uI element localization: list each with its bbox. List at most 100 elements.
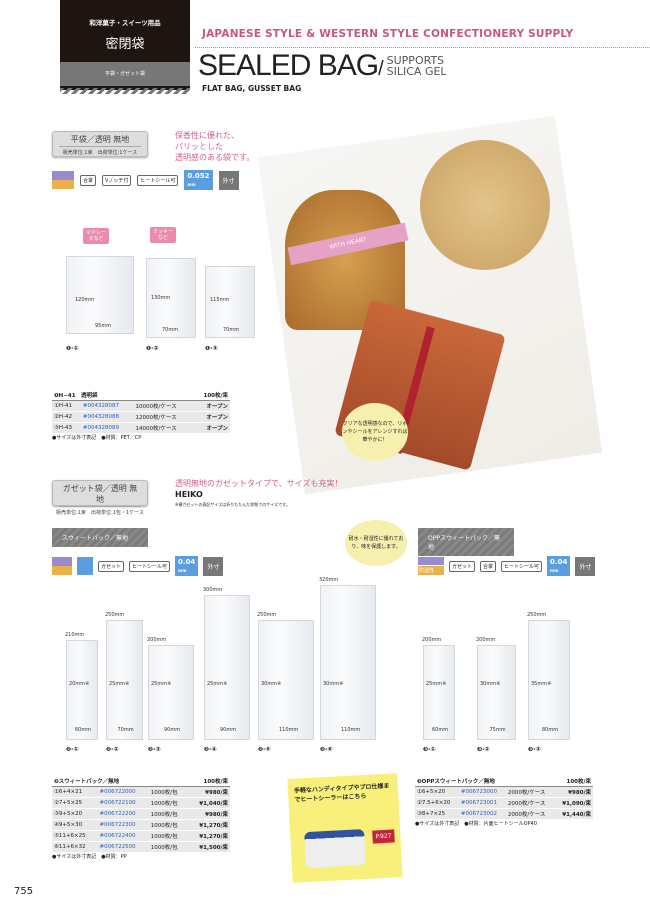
bag-gusset: 35mm※: [531, 681, 552, 687]
table-row: ②7.5+6×20 #006723001 2000枚/ケース ¥1,090/束: [415, 797, 593, 809]
bag-s3-1: 200mm 25mm※ 60mm: [422, 637, 455, 740]
bag-height: 200mm: [422, 637, 442, 643]
table-cell: ¥980/束: [188, 786, 230, 798]
bag-gusset: 25mm※: [207, 681, 228, 687]
heat-seal-icon: ヒートシール可: [137, 174, 179, 186]
bag-height: 300mm: [203, 587, 223, 593]
gusset-icon: ガゼット: [98, 560, 125, 572]
title-row: SEALED BAG/ SUPPORTS SILICA GEL: [198, 51, 447, 84]
water-resist-cloud: 耐水・耐湿性に優れており、味を保護します。: [345, 520, 407, 566]
table-cell: ②7+5×25: [52, 797, 98, 809]
bag-gusset: 25mm※: [426, 681, 447, 687]
gassho-icon: 合掌: [480, 560, 497, 572]
table-cell: ③8+7×25: [415, 808, 459, 820]
page-title: SEALED BAG/: [198, 49, 384, 82]
bag-gusset: 30mm※: [323, 681, 344, 687]
bag-width: 90mm: [220, 727, 237, 733]
thickness-badge: 0.04 mm: [547, 556, 571, 576]
promo-text: 手軽なハンディタイプやプロ仕様までヒートシーラーはこちら: [293, 782, 390, 804]
bag-height: 210mm: [65, 632, 85, 638]
table-row: ③8+7×25 #006723002 2000枚/ケース ¥1,440/束: [415, 808, 593, 820]
table-cell: 1000枚/包: [148, 786, 189, 798]
table-row: ①6+5×20 #006723000 2000枚/ケース ¥980/束: [415, 786, 593, 798]
table-cell: 2000枚/ケース: [505, 786, 555, 798]
table-cell: #006722500: [97, 841, 149, 853]
table-cell: ¥980/束: [188, 808, 230, 820]
bag-height: 200mm: [476, 637, 496, 643]
table-row: ②H-42 #004328088 12000枚/ケース オープン: [52, 411, 230, 423]
moisture-proof-icon: 防湿性: [418, 557, 444, 575]
table-cell: オープン: [192, 400, 230, 412]
bag-width: 70mm: [117, 727, 134, 733]
table-row: ①H-41 #004328087 10000枚/ケース オープン: [52, 400, 230, 412]
table-cell: ¥980/束: [554, 786, 593, 798]
v-notch-icon: Vノッチ付: [102, 174, 132, 186]
heat-seal-icon: ヒートシール可: [501, 560, 543, 572]
feature-icons-2: ガゼット ヒートシール可 0.04 mm 外寸: [52, 556, 224, 576]
table-cell: 2000枚/ケース: [505, 797, 555, 809]
table-sweet-pack: ❷スウィートパック／無地 100枚/束 ①6+4×21 #006722000 1000…: [52, 776, 230, 860]
water-icon: [77, 557, 93, 575]
bag-width: 60mm: [432, 727, 449, 733]
bag-types: FLAT BAG, GUSSET BAG: [202, 84, 302, 93]
outer-size-icon: 外寸: [203, 556, 224, 576]
bag-gusset: 30mm※: [261, 681, 282, 687]
table-cell: ¥1,500/束: [188, 841, 230, 853]
bag-label: ❷-④: [204, 746, 217, 753]
table-cell: #004328088: [80, 411, 134, 423]
flat-bag-description: 保香性に優れた、 パリッとした 透明感のある袋です。: [175, 131, 255, 162]
table-cell: #004328089: [80, 422, 134, 434]
bag-s2-6: 320mm 30mm※ 110mm: [319, 577, 376, 740]
bag-height: 250mm: [105, 612, 125, 618]
bag-label: ❸-②: [477, 746, 490, 753]
table-row: ⑤11+6×25 #006722400 1000枚/包 ¥1,270/束: [52, 830, 230, 842]
bag-gusset: 25mm※: [109, 681, 130, 687]
feature-icons: 合掌 Vノッチ付 ヒートシール可 0.052 mm 外寸: [52, 170, 239, 190]
table-cell: ②H-42: [52, 411, 81, 423]
page-link[interactable]: P.927: [372, 829, 395, 844]
bag-label: ❷-②: [106, 746, 119, 753]
bag-1-2: 130mm 70mm: [146, 258, 196, 338]
table-cell: #006722200: [97, 808, 149, 820]
bag-width: 60mm: [75, 727, 92, 733]
table-cell: ⑤11+6×25: [52, 830, 98, 842]
brand-heiko: HEIKO: [175, 490, 203, 499]
bag-s3-2: 200mm 30mm※ 75mm: [476, 637, 516, 740]
bag-label: ❶-①: [66, 345, 79, 352]
bag-height: 250mm: [257, 612, 277, 618]
table-cell: オープン: [192, 411, 230, 423]
thickness-badge: 0.052 mm: [184, 170, 213, 190]
table-cell: 1000枚/包: [148, 841, 189, 853]
table-cell: ①6+5×20: [415, 786, 459, 798]
gusset-bag-box: ガゼット袋／透明 無地 販売単位:1束 出荷単位:1包・1ケース: [52, 480, 148, 516]
divider: [195, 47, 650, 48]
gassho-icon: 合掌: [80, 174, 97, 186]
bag-height: 320mm: [319, 577, 339, 583]
table-cell: #006722300: [97, 819, 149, 831]
heat-seal-icon: ヒートシール可: [129, 560, 171, 572]
bag-label: ❷-⑤: [258, 746, 271, 753]
table-cell: 1000枚/包: [148, 808, 189, 820]
sweet-pack-strip: スウィートパック／無地: [52, 528, 148, 547]
table-cell: ⑥11+6×32: [52, 841, 98, 853]
feature-icons-3: 防湿性 ガゼット 合掌 ヒートシール可 0.04 mm 外寸: [418, 556, 596, 576]
bag-s2-3: 200mm 25mm※ 90mm: [147, 637, 194, 740]
table-cell: ¥1,270/束: [188, 819, 230, 831]
table-row: ④9+5×30 #006722300 1000枚/包 ¥1,270/束: [52, 819, 230, 831]
table-cell: #006722400: [97, 830, 149, 842]
bag-s2-1: 210mm 20mm※ 60mm: [65, 632, 98, 740]
thickness-badge: 0.04 mm: [175, 556, 199, 576]
bag-gusset: 20mm※: [69, 681, 90, 687]
table-row: ②7+5×25 #006722100 1000枚/包 ¥1,040/束: [52, 797, 230, 809]
page-number: 755: [14, 886, 34, 897]
table-cell: ③9+5×20: [52, 808, 98, 820]
category-tab: 和洋菓子・スイーツ用品 密閉袋 平袋・ガゼット袋: [60, 0, 190, 94]
heat-sealer-promo[interactable]: 手軽なハンディタイプやプロ仕様までヒートシーラーはこちら P.927: [287, 773, 403, 883]
bag-s2-4: 300mm 25mm※ 90mm: [203, 587, 250, 740]
table-cell: ①H-41: [52, 400, 81, 412]
table-cell: 2000枚/ケース: [505, 808, 555, 820]
bag-width: 110mm: [279, 727, 299, 733]
bag-1-1: 120mm 95mm: [66, 256, 134, 334]
gusset-note: ※横ガゼットの表記サイズは折りたたんだ状態でのサイズです。: [175, 502, 290, 507]
table-cell: ¥1,040/束: [188, 797, 230, 809]
